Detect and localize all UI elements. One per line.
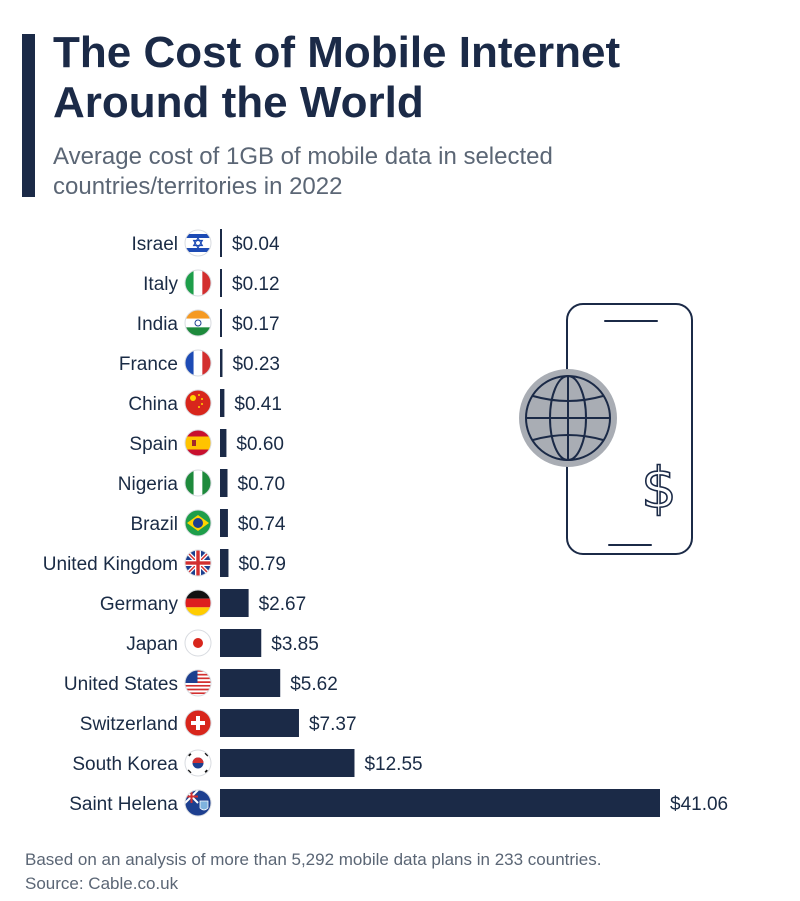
germany-flag-icon (184, 589, 212, 617)
france-flag-icon (184, 349, 212, 377)
category-label: South Korea (72, 754, 178, 775)
bar (220, 789, 660, 817)
value-label: $5.62 (290, 674, 338, 695)
smartphone-icon: $ (519, 303, 693, 555)
bar-row: China $0.41 (128, 389, 282, 417)
category-label: Saint Helena (69, 794, 178, 815)
chart-subtitle: Average cost of 1GB of mobile data in se… (53, 142, 693, 202)
value-label: $0.04 (232, 234, 280, 255)
value-label: $7.37 (309, 714, 357, 735)
bar (220, 269, 222, 297)
bar-row: Italy $0.12 (143, 269, 280, 297)
value-label: $0.70 (238, 474, 286, 495)
category-label: China (128, 394, 178, 415)
chart-title-line-1: The Cost of Mobile Internet (53, 28, 621, 77)
bar-row: Japan $3.85 (126, 629, 319, 657)
bar-row: Brazil $0.74 (130, 509, 286, 537)
value-label: $12.55 (364, 754, 422, 775)
bar-row: Germany $2.67 (100, 589, 306, 617)
bar (220, 309, 222, 337)
bar (220, 549, 229, 577)
category-label: Switzerland (80, 714, 178, 735)
bar-row: Switzerland $7.37 (80, 709, 357, 737)
category-label: United States (64, 674, 178, 695)
bar-row: United Kingdom $0.79 (43, 549, 286, 577)
title-accent-bar (22, 34, 35, 197)
saint-helena-flag-icon (184, 789, 212, 817)
bar (220, 429, 227, 457)
bar-row: Saint Helena $41.06 (69, 789, 728, 817)
spain-flag-icon (184, 429, 212, 457)
israel-flag-icon (184, 229, 212, 257)
brazil-flag-icon (184, 509, 212, 537)
south-korea-flag-icon (184, 749, 212, 777)
switzerland-flag-icon (184, 709, 212, 737)
category-label: Brazil (130, 514, 178, 535)
value-label: $0.74 (238, 514, 286, 535)
dollar-sign-icon: $ (641, 456, 677, 521)
bar-row: Nigeria $0.70 (118, 469, 285, 497)
footer-source: Source: Cable.co.uk (25, 874, 179, 893)
bar (220, 589, 249, 617)
united-kingdom-flag-icon (184, 549, 212, 577)
value-label: $0.17 (232, 314, 280, 335)
bar (220, 749, 355, 777)
bar-row: South Korea $12.55 (72, 749, 423, 777)
value-label: $0.23 (232, 354, 280, 375)
india-flag-icon (184, 309, 212, 337)
category-label: India (137, 314, 179, 335)
japan-flag-icon (184, 629, 212, 657)
united-states-flag-icon (184, 669, 212, 697)
chart-footer: Based on an analysis of more than 5,292 … (25, 848, 785, 896)
value-label: $2.67 (259, 594, 307, 615)
value-label: $0.12 (232, 274, 280, 295)
bar (220, 389, 225, 417)
category-label: Nigeria (118, 474, 179, 495)
bar (220, 709, 299, 737)
value-label: $41.06 (670, 794, 728, 815)
china-flag-icon (184, 389, 212, 417)
bar-row: India $0.17 (137, 309, 280, 337)
bar-row: France $0.23 (119, 349, 280, 377)
value-label: $0.60 (236, 434, 284, 455)
bar (220, 629, 262, 657)
category-label: United Kingdom (43, 554, 178, 575)
bar-row: United States $5.62 (64, 669, 338, 697)
category-label: Italy (143, 274, 178, 295)
value-label: $3.85 (271, 634, 319, 655)
chart-subtitle-line-1: Average cost of 1GB of mobile data in se… (53, 143, 553, 170)
bar (220, 349, 223, 377)
bar (220, 229, 222, 257)
nigeria-flag-icon (184, 469, 212, 497)
category-label: Spain (129, 434, 178, 455)
italy-flag-icon (184, 269, 212, 297)
value-label: $0.79 (238, 554, 286, 575)
category-label: Japan (126, 634, 178, 655)
bar (220, 509, 228, 537)
footer-note: Based on an analysis of more than 5,292 … (25, 850, 602, 869)
chart-subtitle-line-2: countries/territories in 2022 (53, 173, 343, 200)
category-label: Germany (100, 594, 179, 615)
bar (220, 669, 281, 697)
category-label: France (119, 354, 178, 375)
bar-row: Israel $0.04 (132, 229, 280, 257)
value-label: $0.41 (234, 394, 282, 415)
bar (220, 469, 228, 497)
bar-row: Spain $0.60 (129, 429, 284, 457)
bar-chart: Israel $0.04 Italy $0.12 India $0.17 France $0.… (43, 229, 728, 817)
globe-icon (519, 369, 617, 467)
chart-title-line-2: Around the World (53, 78, 424, 127)
category-label: Israel (132, 234, 178, 255)
chart-title: The Cost of Mobile Internet Around the W… (53, 28, 773, 128)
